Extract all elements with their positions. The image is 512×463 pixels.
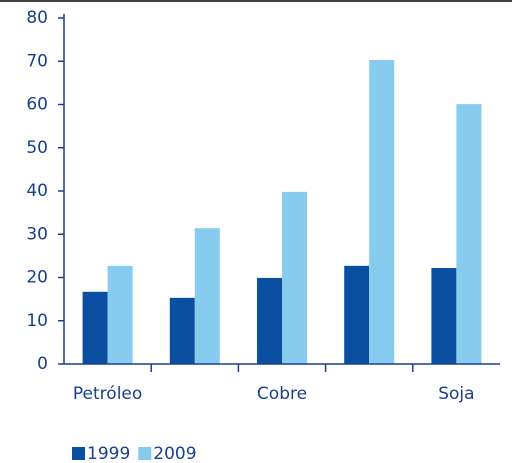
bar [257,277,282,364]
bar [431,267,457,364]
x-tick-label: Soja [438,384,474,404]
bar [107,265,133,364]
y-tick-label: 30 [26,224,48,244]
bar [82,291,108,364]
legend-swatch [72,447,85,460]
y-tick-label: 70 [26,51,48,71]
y-tick-label: 40 [26,181,48,201]
y-tick-label: 80 [26,8,48,28]
legend-swatch [138,447,152,460]
bar [194,228,220,364]
x-tick-label: Petróleo [73,384,142,404]
bar [456,104,482,364]
y-tick-label: 50 [26,138,48,158]
bar [369,59,395,364]
y-tick-label: 0 [37,354,48,374]
bar [169,297,195,364]
legend-label: 1999 [87,444,130,463]
bar [344,265,370,364]
y-tick-label: 60 [26,95,48,115]
x-tick-label: Cobre [257,384,307,404]
y-tick-label: 10 [26,311,48,331]
y-tick-label: 20 [26,268,48,288]
bar [282,191,307,364]
legend-label: 2009 [153,444,196,463]
